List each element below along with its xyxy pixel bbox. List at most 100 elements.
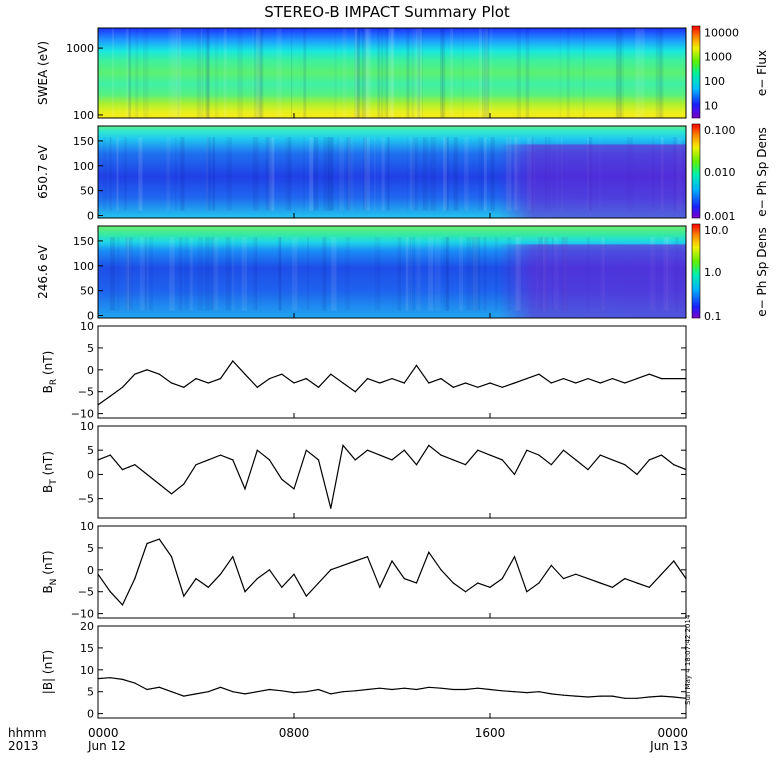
- spectrogram-streak: [214, 28, 219, 118]
- data-point: [538, 691, 540, 693]
- spectrogram-streak: [655, 28, 659, 118]
- data-point: [464, 688, 467, 691]
- data-point: [685, 378, 687, 380]
- data-point: [440, 378, 442, 380]
- y-axis-label-main: |B| (nT): [41, 650, 55, 694]
- data-point: [170, 691, 173, 693]
- data-point: [575, 695, 577, 697]
- data-point: [673, 378, 675, 380]
- data-point: [599, 582, 601, 584]
- data-point: [575, 573, 577, 575]
- spectrogram-streak: [143, 28, 149, 118]
- spectrogram-streak: [253, 28, 260, 118]
- y-tick-label: −5: [78, 493, 94, 506]
- data-point: [330, 373, 332, 375]
- y-axis-label-main: B: [41, 585, 55, 593]
- data-point: [305, 449, 307, 451]
- spectrogram-streak: [259, 28, 263, 118]
- data-point: [268, 569, 271, 571]
- spectrogram-streak: [354, 28, 360, 118]
- spectrogram-streak: [171, 28, 177, 118]
- spectrogram-streak: [365, 28, 372, 118]
- spectrogram-streak: [450, 28, 454, 118]
- data-point: [513, 473, 516, 475]
- data-point: [501, 386, 503, 388]
- spectrogram-streak: [391, 28, 395, 118]
- data-point: [660, 573, 663, 575]
- data-point: [293, 488, 295, 490]
- spectrogram-streak: [206, 28, 210, 118]
- data-point: [183, 695, 185, 697]
- y-tick-label: 150: [73, 135, 94, 148]
- data-point: [550, 382, 552, 384]
- spectrogram-streak: [128, 28, 131, 118]
- data-point: [121, 678, 124, 681]
- colorbar-tick-label: 100: [704, 75, 725, 88]
- data-point: [452, 386, 454, 388]
- data-point: [611, 695, 614, 697]
- y-tick-label: 0: [87, 468, 94, 481]
- data-point: [219, 378, 222, 380]
- spectrogram-streak: [255, 28, 261, 118]
- y-axis-label-unit: (nT): [41, 550, 55, 578]
- data-point: [403, 578, 405, 580]
- data-point: [244, 591, 246, 593]
- data-point: [293, 573, 295, 575]
- spectrogram-streak: [516, 28, 521, 118]
- colorbar-label: e− Ph Sp Dens: [755, 227, 769, 316]
- spectrogram-streak: [635, 28, 640, 118]
- y-tick-label: 50: [80, 285, 94, 298]
- panel-frame: [97, 325, 687, 419]
- data-point: [305, 378, 307, 380]
- spectrogram-streak: [411, 28, 417, 118]
- data-point: [97, 678, 99, 680]
- data-point: [121, 604, 124, 606]
- colorbar-tick-label: 0.010: [704, 166, 736, 179]
- spectrogram-streak: [276, 28, 282, 118]
- data-point: [207, 382, 209, 384]
- data-point: [232, 459, 234, 461]
- data-point: [366, 688, 369, 691]
- data-point: [183, 483, 185, 485]
- spectrogram-streak: [406, 28, 410, 118]
- data-point: [562, 378, 565, 380]
- y-axis-label: 246.6 eV: [36, 244, 50, 299]
- data-point: [415, 688, 418, 691]
- data-point: [158, 538, 160, 540]
- y-tick-label: 10: [80, 664, 94, 677]
- data-point: [575, 382, 577, 384]
- y-axis-label-main: B: [41, 485, 55, 493]
- y-tick-label: 1000: [66, 42, 94, 55]
- data-point: [624, 464, 626, 466]
- data-point: [489, 382, 491, 384]
- y-axis-label: SWEA (eV): [36, 41, 50, 105]
- spectrogram-streak: [342, 28, 347, 118]
- data-point: [648, 586, 650, 588]
- spectrogram-streak: [479, 28, 482, 118]
- data-point: [440, 454, 442, 456]
- data-point: [464, 382, 467, 384]
- data-point: [170, 493, 173, 495]
- data-point: [158, 373, 160, 375]
- data-point: [219, 454, 222, 456]
- data-point: [660, 695, 663, 697]
- spectrogram-streak: [411, 28, 414, 118]
- data-point: [624, 697, 626, 699]
- data-point: [452, 688, 454, 691]
- data-point: [562, 578, 565, 580]
- spectrogram-depletion: [98, 244, 686, 318]
- data-point: [195, 378, 197, 380]
- spectrogram-streak: [237, 28, 243, 118]
- data-point: [342, 382, 344, 384]
- panel-br: −10 −5 0 5 10 BR (nT): [41, 320, 687, 421]
- spectrogram-streak: [462, 28, 464, 118]
- data-point: [317, 386, 320, 388]
- spectrogram-streak: [356, 28, 361, 118]
- data-point: [440, 687, 442, 689]
- y-tick-label: 5: [87, 342, 94, 355]
- timestamp-label: Sun May 4 18:07:42 2014: [684, 614, 692, 705]
- data-point: [379, 687, 381, 689]
- data-point: [611, 586, 614, 588]
- x-tick-label: 0000: [88, 726, 119, 740]
- y-axis-label: BT (nT): [41, 451, 59, 493]
